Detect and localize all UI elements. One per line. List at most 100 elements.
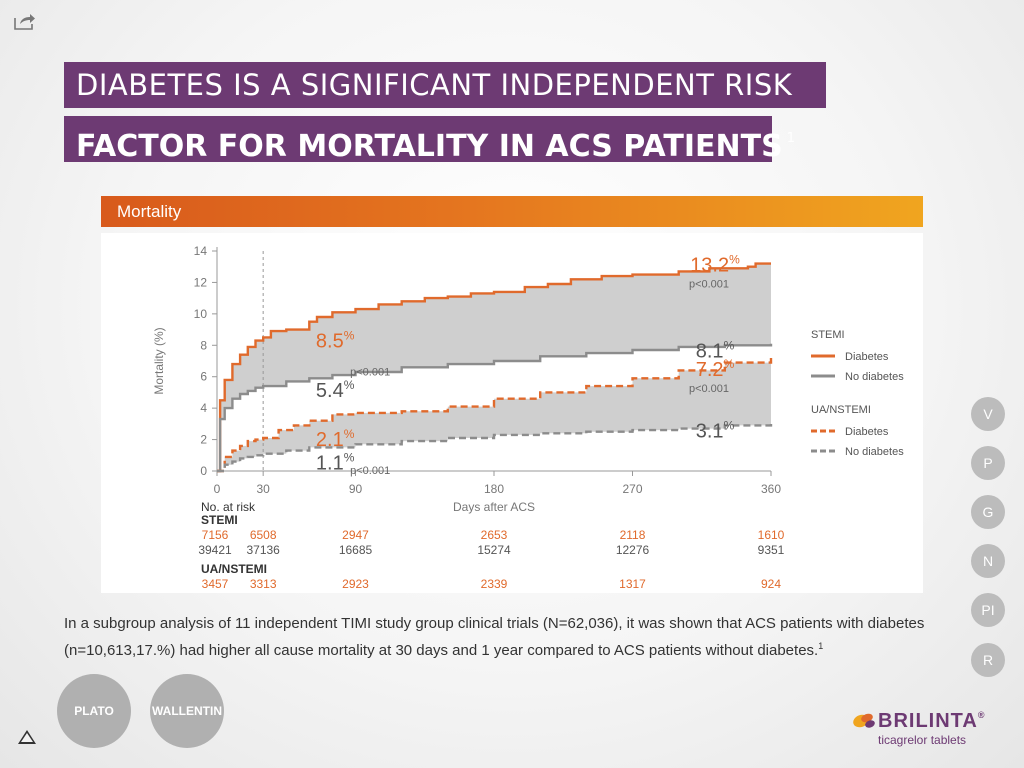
legend-group-title: STEMI [811,329,845,341]
legend-label: No diabetes [845,446,904,458]
annotation-unit: % [724,357,735,371]
legend-label: Diabetes [845,351,889,363]
description-text: In a subgroup analysis of 11 independent… [64,615,925,659]
nav-button-pi[interactable]: PI [971,593,1005,627]
annotation-value: 8.1% [696,339,735,363]
annotation-value: 3.1% [696,418,735,442]
risk-table-value: 16685 [339,543,373,557]
risk-table-group-label: STEMI [201,513,238,527]
y-tick-label: 10 [194,307,208,321]
annotation-unit: % [724,339,735,353]
annotation-unit: % [344,427,355,441]
x-axis-label: Days after ACS [453,500,535,514]
risk-table-value: 924 [761,577,781,591]
nav-button-n[interactable]: N [971,544,1005,578]
annotation-number: 3.1 [696,420,724,442]
annotation-value: 8.5% [316,328,355,352]
annotation-number: 2.1 [316,429,344,451]
brilinta-logo: BRILINTA® ticagrelor tablets [852,706,1012,756]
y-tick-label: 2 [200,433,207,447]
home-triangle-icon[interactable] [18,730,36,744]
annotation-number: 13.2 [690,255,729,277]
stemi-band [217,263,771,471]
y-axis-label: Mortality (%) [152,327,166,394]
logo-name: BRILINTA® [878,710,985,733]
risk-table-value: 37136 [246,543,280,557]
section-banner: Mortality [101,196,923,227]
y-tick-label: 14 [194,244,208,258]
annotation-p-value: p<0.001 [689,383,729,395]
risk-table-value: 6508 [250,528,277,542]
plato-button[interactable]: PLATO [57,674,131,748]
x-tick-label: 90 [349,482,363,496]
nav-button-v[interactable]: V [971,397,1005,431]
annotation-unit: % [724,418,735,432]
annotation-value: 7.2% [696,357,735,381]
legend-label: Diabetes [845,426,889,438]
annotation-unit: % [344,378,355,392]
series-line-stemi-no-diabetes [217,343,773,473]
x-tick-label: 360 [761,482,781,496]
series-line-stemi-diabetes [217,262,771,473]
nav-button-p[interactable]: P [971,446,1005,480]
description-reference: 1 [818,641,824,651]
legend-label: No diabetes [845,371,904,383]
annotation-p-value: p<0.001 [350,465,390,477]
risk-table-value: 2923 [342,577,369,591]
annotation-p-value: p<0.001 [350,366,390,378]
risk-table-group-label: UA/NSTEMI [201,562,267,576]
annotation-unit: % [344,451,355,465]
risk-table-value: 12276 [616,543,650,557]
nav-button-g[interactable]: G [971,495,1005,529]
risk-table-value: 2653 [481,528,508,542]
annotation-unit: % [344,328,355,342]
risk-table-value: 2947 [342,528,369,542]
risk-table-value: 2339 [481,577,508,591]
title-line-2: FACTOR FOR MORTALITY IN ACS PATIENTS 1 [64,116,795,164]
annotation-value: 13.2% [690,253,740,277]
y-tick-label: 0 [200,464,207,478]
title-reference: 1 [786,131,795,146]
annotation-number: 1.1 [316,453,344,475]
annotation-value: 1.1% [316,451,355,475]
annotation-unit: % [729,253,740,267]
risk-table-value: 3457 [202,577,229,591]
nav-button-r[interactable]: R [971,643,1005,677]
y-tick-label: 4 [200,401,207,415]
wallentin-button[interactable]: WALLENTIN [150,674,224,748]
chart-panel: 0 2 4 6 8 10 12 14 0 30 90 180 270 360 Days after ACS M… [101,233,923,593]
risk-table-value: 3313 [250,577,277,591]
legend-group-title: UA/NSTEMI [811,404,871,416]
logo-subtitle: ticagrelor tablets [878,733,967,747]
annotation-number: 5.4 [316,380,344,402]
logo-trademark: ® [977,710,986,720]
series-line-ua-nstemi-no-diabetes [217,422,773,473]
annotation-p-value: p<0.001 [689,279,729,291]
annotation-number: 8.1 [696,341,724,363]
logo-name-text: BRILINTA [878,710,978,732]
risk-table-value: 9351 [758,543,785,557]
y-tick-label: 6 [200,370,207,384]
annotation-number: 7.2 [696,359,724,381]
y-tick-label: 12 [194,275,208,289]
risk-table-value: 2118 [620,528,646,542]
y-tick-label: 8 [200,338,207,352]
risk-table-value: 1317 [619,577,646,591]
risk-table-value: 39421 [198,543,232,557]
title-line-2-text: FACTOR FOR MORTALITY IN ACS PATIENTS [76,129,783,164]
x-tick-label: 180 [484,482,504,496]
risk-table-value: 15274 [477,543,511,557]
x-tick-label: 0 [214,482,221,496]
share-icon[interactable] [12,10,38,32]
annotation-value: 5.4% [316,378,355,402]
x-tick-label: 30 [256,482,270,496]
risk-table-header: No. at risk [201,500,256,514]
mortality-chart: 0 2 4 6 8 10 12 14 0 30 90 180 270 360 Days after ACS M… [152,244,904,591]
title-line-1: DIABETES IS A SIGNIFICANT INDEPENDENT RI… [64,62,826,108]
risk-table-value: 7156 [202,528,229,542]
annotation-value: 2.1% [316,427,355,451]
series-line-ua-nstemi-diabetes [217,357,773,473]
annotation-number: 8.5 [316,330,344,352]
risk-table-value: 1610 [758,528,785,542]
x-tick-label: 270 [622,482,642,496]
